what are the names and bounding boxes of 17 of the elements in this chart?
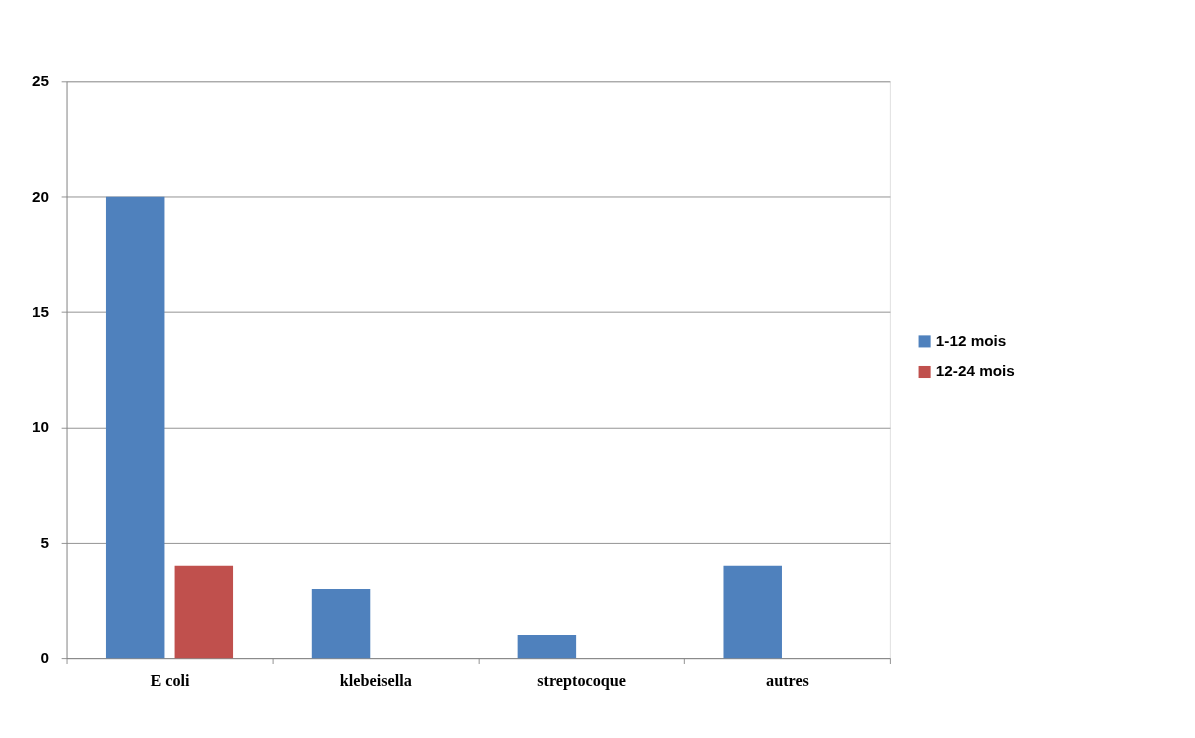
y-tick-label: 10 <box>32 418 50 436</box>
bar <box>723 565 782 659</box>
legend-label: 1-12 mois <box>935 331 1007 349</box>
x-tick-label: autres <box>766 671 809 690</box>
bar <box>174 565 234 659</box>
y-tick-label: 0 <box>40 649 50 667</box>
x-tick-label: E coli <box>150 671 191 690</box>
x-tick-label: streptocoque <box>537 671 627 690</box>
legend-label: 12-24 mois <box>935 362 1015 380</box>
y-tick-label: 25 <box>32 72 50 90</box>
y-tick-label: 20 <box>32 187 50 205</box>
y-tick-label: 5 <box>40 533 50 551</box>
x-tick-label: klebeisella <box>339 671 412 690</box>
y-tick-label: 15 <box>32 303 50 321</box>
bar <box>517 635 577 659</box>
bar <box>311 588 371 659</box>
bar <box>105 196 165 659</box>
